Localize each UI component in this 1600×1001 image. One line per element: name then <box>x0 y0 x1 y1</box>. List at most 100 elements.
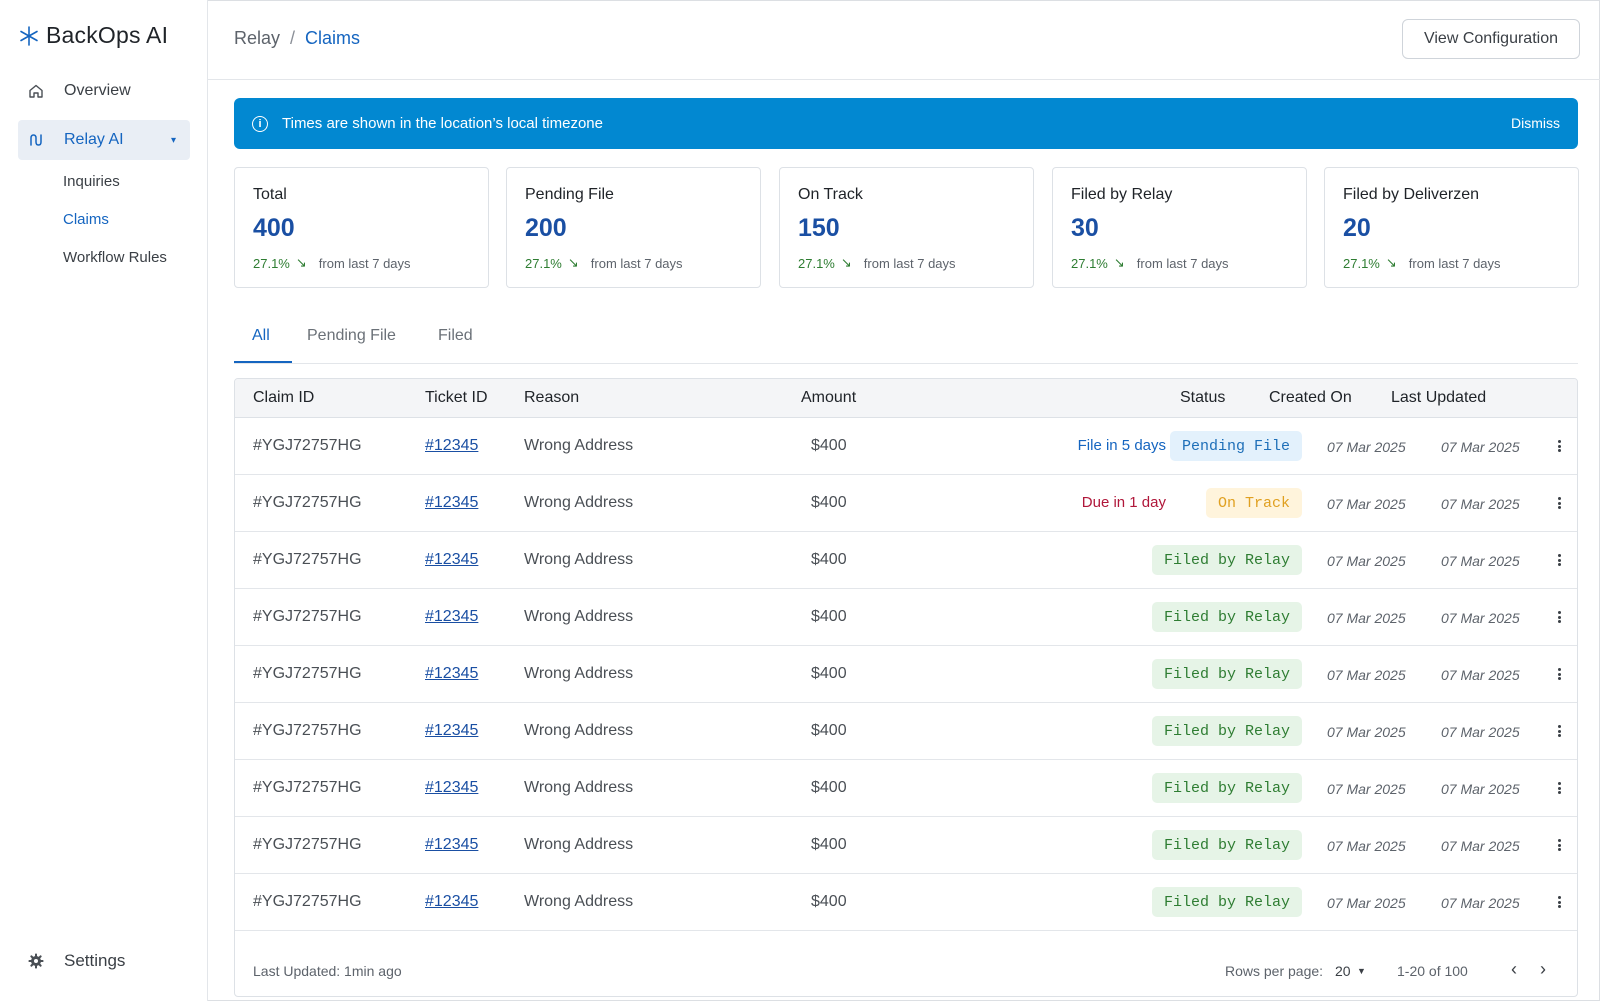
reason-cell: Wrong Address <box>524 665 634 682</box>
sidebar-item-settings[interactable]: Settings <box>18 951 125 971</box>
more-options-icon[interactable] <box>1553 494 1565 512</box>
caret-down-icon[interactable]: ▼ <box>1357 966 1366 976</box>
tab-filed[interactable]: Filed <box>438 327 473 344</box>
amount-cell: $400 <box>811 722 847 739</box>
dismiss-button[interactable]: Dismiss <box>1511 115 1560 131</box>
info-icon: i <box>252 115 268 132</box>
more-options-icon[interactable] <box>1553 665 1565 683</box>
trend-percent: 27.1% <box>525 255 562 271</box>
column-header-reason[interactable]: Reason <box>524 389 580 406</box>
more-options-icon[interactable] <box>1553 551 1565 569</box>
table-row[interactable]: #YGJ72757HG #12345 Wrong Address $400 Due in… <box>235 475 1577 532</box>
claim-id-cell: #YGJ72757HG <box>253 494 362 511</box>
ticket-id-link[interactable]: #12345 <box>425 608 479 625</box>
sidebar-item-overview[interactable]: Overview <box>18 71 190 111</box>
stat-value: 400 <box>253 214 295 242</box>
status-badge: Pending File <box>1169 431 1302 461</box>
more-options-icon[interactable] <box>1553 722 1565 740</box>
sidebar-item-relay-ai[interactable]: Relay AI ▾ <box>18 120 190 160</box>
more-options-icon[interactable] <box>1553 608 1565 626</box>
ticket-id-link[interactable]: #12345 <box>425 437 479 454</box>
reason-cell: Wrong Address <box>524 437 634 454</box>
amount-cell: $400 <box>811 437 847 454</box>
breadcrumb-relay[interactable]: Relay <box>234 28 281 48</box>
last-updated-cell: 07 Mar 2025 <box>1441 781 1520 797</box>
table-row[interactable]: #YGJ72757HG #12345 Wrong Address $400 File i… <box>235 418 1577 475</box>
created-on-cell: 07 Mar 2025 <box>1327 838 1406 854</box>
table-row[interactable]: #YGJ72757HG #12345 Wrong Address $400 Filed … <box>235 532 1577 589</box>
caret-down-icon[interactable]: ▾ <box>170 135 176 146</box>
ticket-id-link[interactable]: #12345 <box>425 836 479 853</box>
trend-period: from last 7 days <box>1136 255 1229 271</box>
stat-trend: 27.1% ↘ from last 7 days <box>253 255 411 271</box>
amount-cell: $400 <box>811 893 847 910</box>
stat-card-pending-file: Pending File 200 27.1% ↘ from last 7 day… <box>506 167 761 288</box>
sidebar-subitem-workflow-rules[interactable]: Workflow Rules <box>63 249 167 266</box>
more-options-icon[interactable] <box>1553 437 1565 455</box>
last-updated-cell: 07 Mar 2025 <box>1441 724 1520 740</box>
table-row[interactable]: #YGJ72757HG #12345 Wrong Address $400 Filed … <box>235 703 1577 760</box>
table-row[interactable]: #YGJ72757HG #12345 Wrong Address $400 Filed … <box>235 817 1577 874</box>
amount-cell: $400 <box>811 608 847 625</box>
page-header: Relay / Claims View Configuration <box>208 0 1600 80</box>
sidebar-subitem-claims[interactable]: Claims <box>63 211 109 228</box>
stat-card-filed-by-deliverzen: Filed by Deliverzen 20 27.1% ↘ from last… <box>1324 167 1579 288</box>
ticket-id-link[interactable]: #12345 <box>425 494 479 511</box>
column-header-last-updated[interactable]: Last Updated <box>1391 389 1487 406</box>
column-header-status[interactable]: Status <box>1180 389 1226 406</box>
claim-id-cell: #YGJ72757HG <box>253 779 362 796</box>
tab-all[interactable]: All <box>252 327 270 344</box>
sidebar-subitem-inquiries[interactable]: Inquiries <box>63 173 120 190</box>
chevron-right-icon[interactable]: › <box>1540 959 1546 979</box>
more-options-icon[interactable] <box>1553 836 1565 854</box>
trend-down-icon: ↘ <box>840 255 852 270</box>
trend-percent: 27.1% <box>1071 255 1108 271</box>
relay-icon <box>18 132 54 148</box>
ticket-id-link[interactable]: #12345 <box>425 779 479 796</box>
due-text: Due in 1 day <box>1081 494 1166 511</box>
column-header-ticket-id[interactable]: Ticket ID <box>425 389 488 406</box>
table-row[interactable]: #YGJ72757HG #12345 Wrong Address $400 Filed … <box>235 589 1577 646</box>
ticket-id-link[interactable]: #12345 <box>425 893 479 910</box>
reason-cell: Wrong Address <box>524 779 634 796</box>
table-footer: Last Updated: 1min ago Rows per page: 20… <box>235 946 1577 996</box>
column-header-created-on[interactable]: Created On <box>1269 389 1352 406</box>
reason-cell: Wrong Address <box>524 836 634 853</box>
brand-logo[interactable]: BackOps AI <box>18 22 168 49</box>
sparkle-logo-icon <box>20 25 38 46</box>
ticket-id-link[interactable]: #12345 <box>425 551 479 568</box>
ticket-id-link[interactable]: #12345 <box>425 722 479 739</box>
chevron-left-icon[interactable]: ‹ <box>1511 959 1517 979</box>
trend-down-icon: ↘ <box>1113 255 1125 270</box>
more-options-icon[interactable] <box>1553 893 1565 911</box>
column-header-amount[interactable]: Amount <box>801 389 857 406</box>
rows-per-page-label: Rows per page: <box>1225 963 1324 979</box>
amount-cell: $400 <box>811 836 847 853</box>
trend-period: from last 7 days <box>863 255 956 271</box>
sidebar-item-label: Overview <box>64 82 131 99</box>
column-header-claim-id[interactable]: Claim ID <box>253 389 315 406</box>
status-badge: On Track <box>1205 488 1302 518</box>
table-row[interactable]: #YGJ72757HG #12345 Wrong Address $400 Filed … <box>235 874 1577 931</box>
table-row[interactable]: #YGJ72757HG #12345 Wrong Address $400 Filed … <box>235 646 1577 703</box>
table-row[interactable]: #YGJ72757HG #12345 Wrong Address $400 Filed … <box>235 760 1577 817</box>
timezone-banner: i Times are shown in the location’s loca… <box>234 98 1578 149</box>
due-text: File in 5 days <box>1077 437 1166 454</box>
more-options-icon[interactable] <box>1553 779 1565 797</box>
stat-value: 200 <box>525 214 567 242</box>
brand-name: BackOps AI <box>46 22 169 48</box>
breadcrumb-separator: / <box>290 28 296 48</box>
breadcrumb-claims: Claims <box>305 28 361 48</box>
created-on-cell: 07 Mar 2025 <box>1327 895 1406 911</box>
view-configuration-button[interactable]: View Configuration <box>1402 19 1580 59</box>
trend-down-icon: ↘ <box>1385 255 1397 270</box>
rows-per-page-select[interactable]: 20 <box>1335 963 1351 979</box>
tab-pending-file[interactable]: Pending File <box>307 327 396 344</box>
settings-label: Settings <box>64 951 126 970</box>
trend-period: from last 7 days <box>1408 255 1501 271</box>
stat-title: On Track <box>798 186 863 203</box>
claim-id-cell: #YGJ72757HG <box>253 665 362 682</box>
ticket-id-link[interactable]: #12345 <box>425 665 479 682</box>
claim-id-cell: #YGJ72757HG <box>253 893 362 910</box>
sidebar: BackOps AI Overview Relay AI ▾ Inquiries… <box>0 0 208 1001</box>
